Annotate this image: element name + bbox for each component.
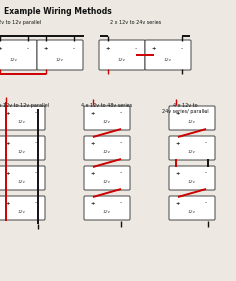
FancyBboxPatch shape bbox=[99, 40, 145, 70]
Text: -: - bbox=[205, 171, 207, 176]
Text: -: - bbox=[35, 201, 37, 206]
Text: 2 x 12v to 24v series: 2 x 12v to 24v series bbox=[110, 20, 162, 25]
FancyBboxPatch shape bbox=[145, 40, 191, 70]
Text: +: + bbox=[91, 111, 95, 116]
Text: 12v: 12v bbox=[18, 210, 26, 214]
Text: 12v: 12v bbox=[103, 180, 111, 184]
Text: +: + bbox=[176, 141, 180, 146]
Text: +: + bbox=[91, 171, 95, 176]
Text: -: - bbox=[181, 46, 183, 51]
Text: 2 x 12v to 12v parallel: 2 x 12v to 12v parallel bbox=[0, 20, 42, 25]
FancyBboxPatch shape bbox=[0, 40, 37, 70]
Text: 12v: 12v bbox=[56, 58, 64, 62]
Text: +: + bbox=[6, 171, 10, 176]
FancyBboxPatch shape bbox=[84, 136, 130, 160]
Text: +: + bbox=[44, 46, 48, 51]
Text: 12v: 12v bbox=[188, 120, 196, 124]
Text: -: - bbox=[120, 111, 122, 116]
Text: 12v: 12v bbox=[118, 58, 126, 62]
Text: 12v: 12v bbox=[103, 150, 111, 154]
Text: -: - bbox=[27, 46, 29, 51]
Text: -: - bbox=[205, 201, 207, 206]
Text: 12v: 12v bbox=[103, 210, 111, 214]
Text: +: + bbox=[6, 111, 10, 116]
Text: -: - bbox=[120, 141, 122, 146]
FancyBboxPatch shape bbox=[169, 106, 215, 130]
Text: 4 x 12v to 12v parallel: 4 x 12v to 12v parallel bbox=[0, 103, 50, 108]
Text: +: + bbox=[91, 141, 95, 146]
Text: -: - bbox=[205, 111, 207, 116]
Text: -: - bbox=[135, 46, 137, 51]
Text: +: + bbox=[176, 111, 180, 116]
Text: 12v: 12v bbox=[188, 180, 196, 184]
FancyBboxPatch shape bbox=[0, 136, 45, 160]
Text: 12v: 12v bbox=[164, 58, 172, 62]
Text: -: - bbox=[73, 46, 75, 51]
FancyBboxPatch shape bbox=[84, 106, 130, 130]
Text: -: - bbox=[205, 141, 207, 146]
Text: -: - bbox=[35, 141, 37, 146]
Text: +: + bbox=[176, 171, 180, 176]
FancyBboxPatch shape bbox=[84, 166, 130, 190]
Text: 12v: 12v bbox=[18, 180, 26, 184]
Text: +: + bbox=[6, 201, 10, 206]
Text: 12v: 12v bbox=[188, 210, 196, 214]
Text: -: - bbox=[120, 171, 122, 176]
Text: -: - bbox=[35, 111, 37, 116]
FancyBboxPatch shape bbox=[0, 196, 45, 220]
FancyBboxPatch shape bbox=[0, 166, 45, 190]
FancyBboxPatch shape bbox=[169, 136, 215, 160]
Text: +: + bbox=[176, 201, 180, 206]
FancyBboxPatch shape bbox=[37, 40, 83, 70]
Text: 4 x 12v to
24v series/ parallel: 4 x 12v to 24v series/ parallel bbox=[162, 103, 208, 114]
Text: 12v: 12v bbox=[188, 150, 196, 154]
FancyBboxPatch shape bbox=[0, 106, 45, 130]
FancyBboxPatch shape bbox=[84, 196, 130, 220]
Text: -: - bbox=[120, 201, 122, 206]
Text: 12v: 12v bbox=[103, 120, 111, 124]
Text: Example Wiring Methods: Example Wiring Methods bbox=[4, 7, 112, 16]
Text: +: + bbox=[152, 46, 156, 51]
FancyBboxPatch shape bbox=[169, 166, 215, 190]
Text: 12v: 12v bbox=[10, 58, 18, 62]
Text: 12v: 12v bbox=[18, 150, 26, 154]
Text: 12v: 12v bbox=[18, 120, 26, 124]
Text: 4 x 12v to 48v series: 4 x 12v to 48v series bbox=[81, 103, 133, 108]
FancyBboxPatch shape bbox=[169, 196, 215, 220]
Text: +: + bbox=[0, 46, 2, 51]
Text: +: + bbox=[106, 46, 110, 51]
Text: +: + bbox=[6, 141, 10, 146]
Text: -: - bbox=[35, 171, 37, 176]
Text: +: + bbox=[91, 201, 95, 206]
